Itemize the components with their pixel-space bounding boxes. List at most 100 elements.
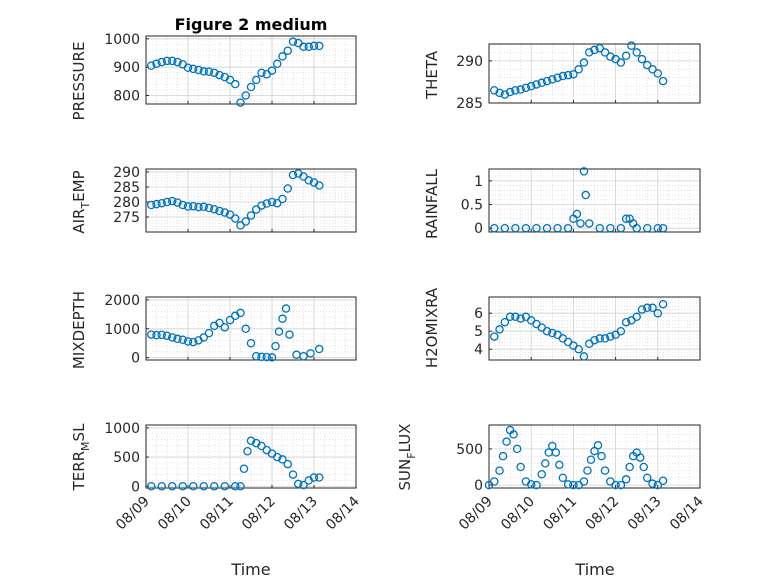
data-point [505, 87, 515, 97]
data-point [606, 332, 615, 341]
data-point [241, 217, 250, 226]
axes-box [145, 35, 357, 105]
data-point [283, 184, 292, 193]
data-point [162, 331, 172, 340]
data-point [272, 59, 282, 69]
x-axis-label-left: Time [230, 560, 270, 579]
axes-box [488, 168, 701, 233]
data-point [595, 223, 605, 233]
data-point [152, 330, 161, 340]
data-point [639, 462, 648, 472]
data-point [637, 54, 647, 64]
axes-box [488, 424, 701, 489]
data-point [553, 73, 562, 82]
y-axis-label-mixdepth: MIXDEPTH [70, 291, 88, 369]
x-tick-label: 08/10 [498, 494, 538, 534]
data-point [521, 223, 531, 233]
y-axis-label-air-temp: AIRTEMP [70, 170, 92, 233]
data-point [162, 56, 172, 66]
data-point [500, 223, 510, 233]
data-point [188, 337, 198, 347]
data-point [542, 326, 552, 336]
data-point [243, 446, 252, 456]
data-point [584, 219, 594, 228]
svg-text:RAINFALL: RAINFALL [423, 168, 441, 239]
y-tick-label: 2000 [104, 293, 140, 309]
data-point [146, 200, 156, 210]
data-point [637, 305, 647, 314]
data-point [272, 198, 282, 208]
y-tick-label: 900 [113, 60, 140, 76]
x-tick-label: 08/14 [323, 493, 363, 533]
data-point [257, 352, 266, 362]
data-point [157, 198, 166, 208]
data-point [616, 326, 626, 336]
data-point [188, 481, 198, 491]
data-point [314, 473, 324, 482]
data-point [215, 206, 224, 216]
data-point [199, 67, 208, 76]
data-point [204, 328, 214, 338]
data-point [643, 473, 652, 483]
y-axis-label-h2omixra: H2OMIXRA [423, 287, 441, 368]
y-tick-label: 1000 [104, 322, 140, 338]
y-tick-label: 1000 [104, 421, 140, 437]
data-point [194, 202, 203, 212]
data-point [167, 481, 177, 491]
figure-title: Figure 2 medium [175, 15, 328, 34]
data-point [209, 481, 219, 491]
data-point [241, 91, 250, 100]
data-point [278, 314, 287, 323]
data-point [648, 479, 657, 488]
data-point [632, 223, 641, 233]
data-point [215, 70, 224, 80]
data-point [173, 334, 182, 344]
axes-box [488, 43, 701, 104]
data-point [500, 317, 510, 327]
data-point [505, 312, 515, 322]
data-point [584, 48, 594, 57]
data-point [314, 41, 324, 51]
y-axis-label-terr-msl: TERRMSL [70, 423, 92, 492]
data-point [658, 223, 668, 233]
data-point [188, 201, 198, 211]
data-point [551, 448, 561, 457]
data-point [516, 462, 525, 472]
data-point [283, 459, 292, 469]
data-point [627, 41, 636, 50]
y-tick-label: 290 [456, 54, 483, 70]
data-point [257, 441, 266, 451]
subplot-terr-msl: 0 500 1000 08/09 08/10 08/11 08/12 08/13 08/14 [104, 421, 363, 533]
data-point [516, 85, 525, 94]
data-point [621, 51, 631, 61]
x-tick-label: 08/12 [239, 494, 279, 534]
data-point [167, 56, 177, 66]
data-point [542, 76, 552, 86]
data-point [537, 469, 547, 479]
data-point [553, 223, 562, 233]
data-point [309, 41, 319, 51]
data-point [246, 211, 256, 220]
data-point [632, 48, 641, 57]
y-tick-label: 0 [474, 478, 483, 494]
data-point [146, 481, 156, 491]
x-tick-label: 08/10 [155, 494, 195, 534]
data-point [271, 341, 280, 351]
data-point [288, 470, 298, 479]
data-point [532, 480, 541, 490]
y-tick-label: 500 [456, 442, 483, 458]
data-point [178, 335, 187, 345]
data-point [495, 325, 504, 334]
subplot-rainfall: 00.51 [461, 167, 701, 237]
data-point [579, 477, 589, 486]
data-point [621, 317, 631, 327]
data-point [653, 308, 663, 318]
data-point [597, 451, 606, 461]
data-point [586, 455, 596, 465]
data-point [616, 223, 626, 233]
data-point [288, 170, 298, 180]
data-point [304, 42, 313, 52]
data-point [625, 462, 634, 472]
data-point [495, 466, 504, 475]
